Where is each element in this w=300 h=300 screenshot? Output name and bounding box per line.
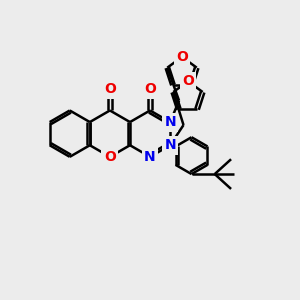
Text: O: O: [104, 150, 116, 164]
Text: O: O: [176, 50, 188, 64]
Text: N: N: [144, 150, 156, 164]
Text: O: O: [104, 82, 116, 96]
Text: O: O: [182, 74, 194, 88]
Text: N: N: [164, 115, 176, 129]
Text: O: O: [144, 82, 156, 96]
Text: N: N: [164, 138, 176, 152]
Text: N: N: [144, 150, 156, 164]
